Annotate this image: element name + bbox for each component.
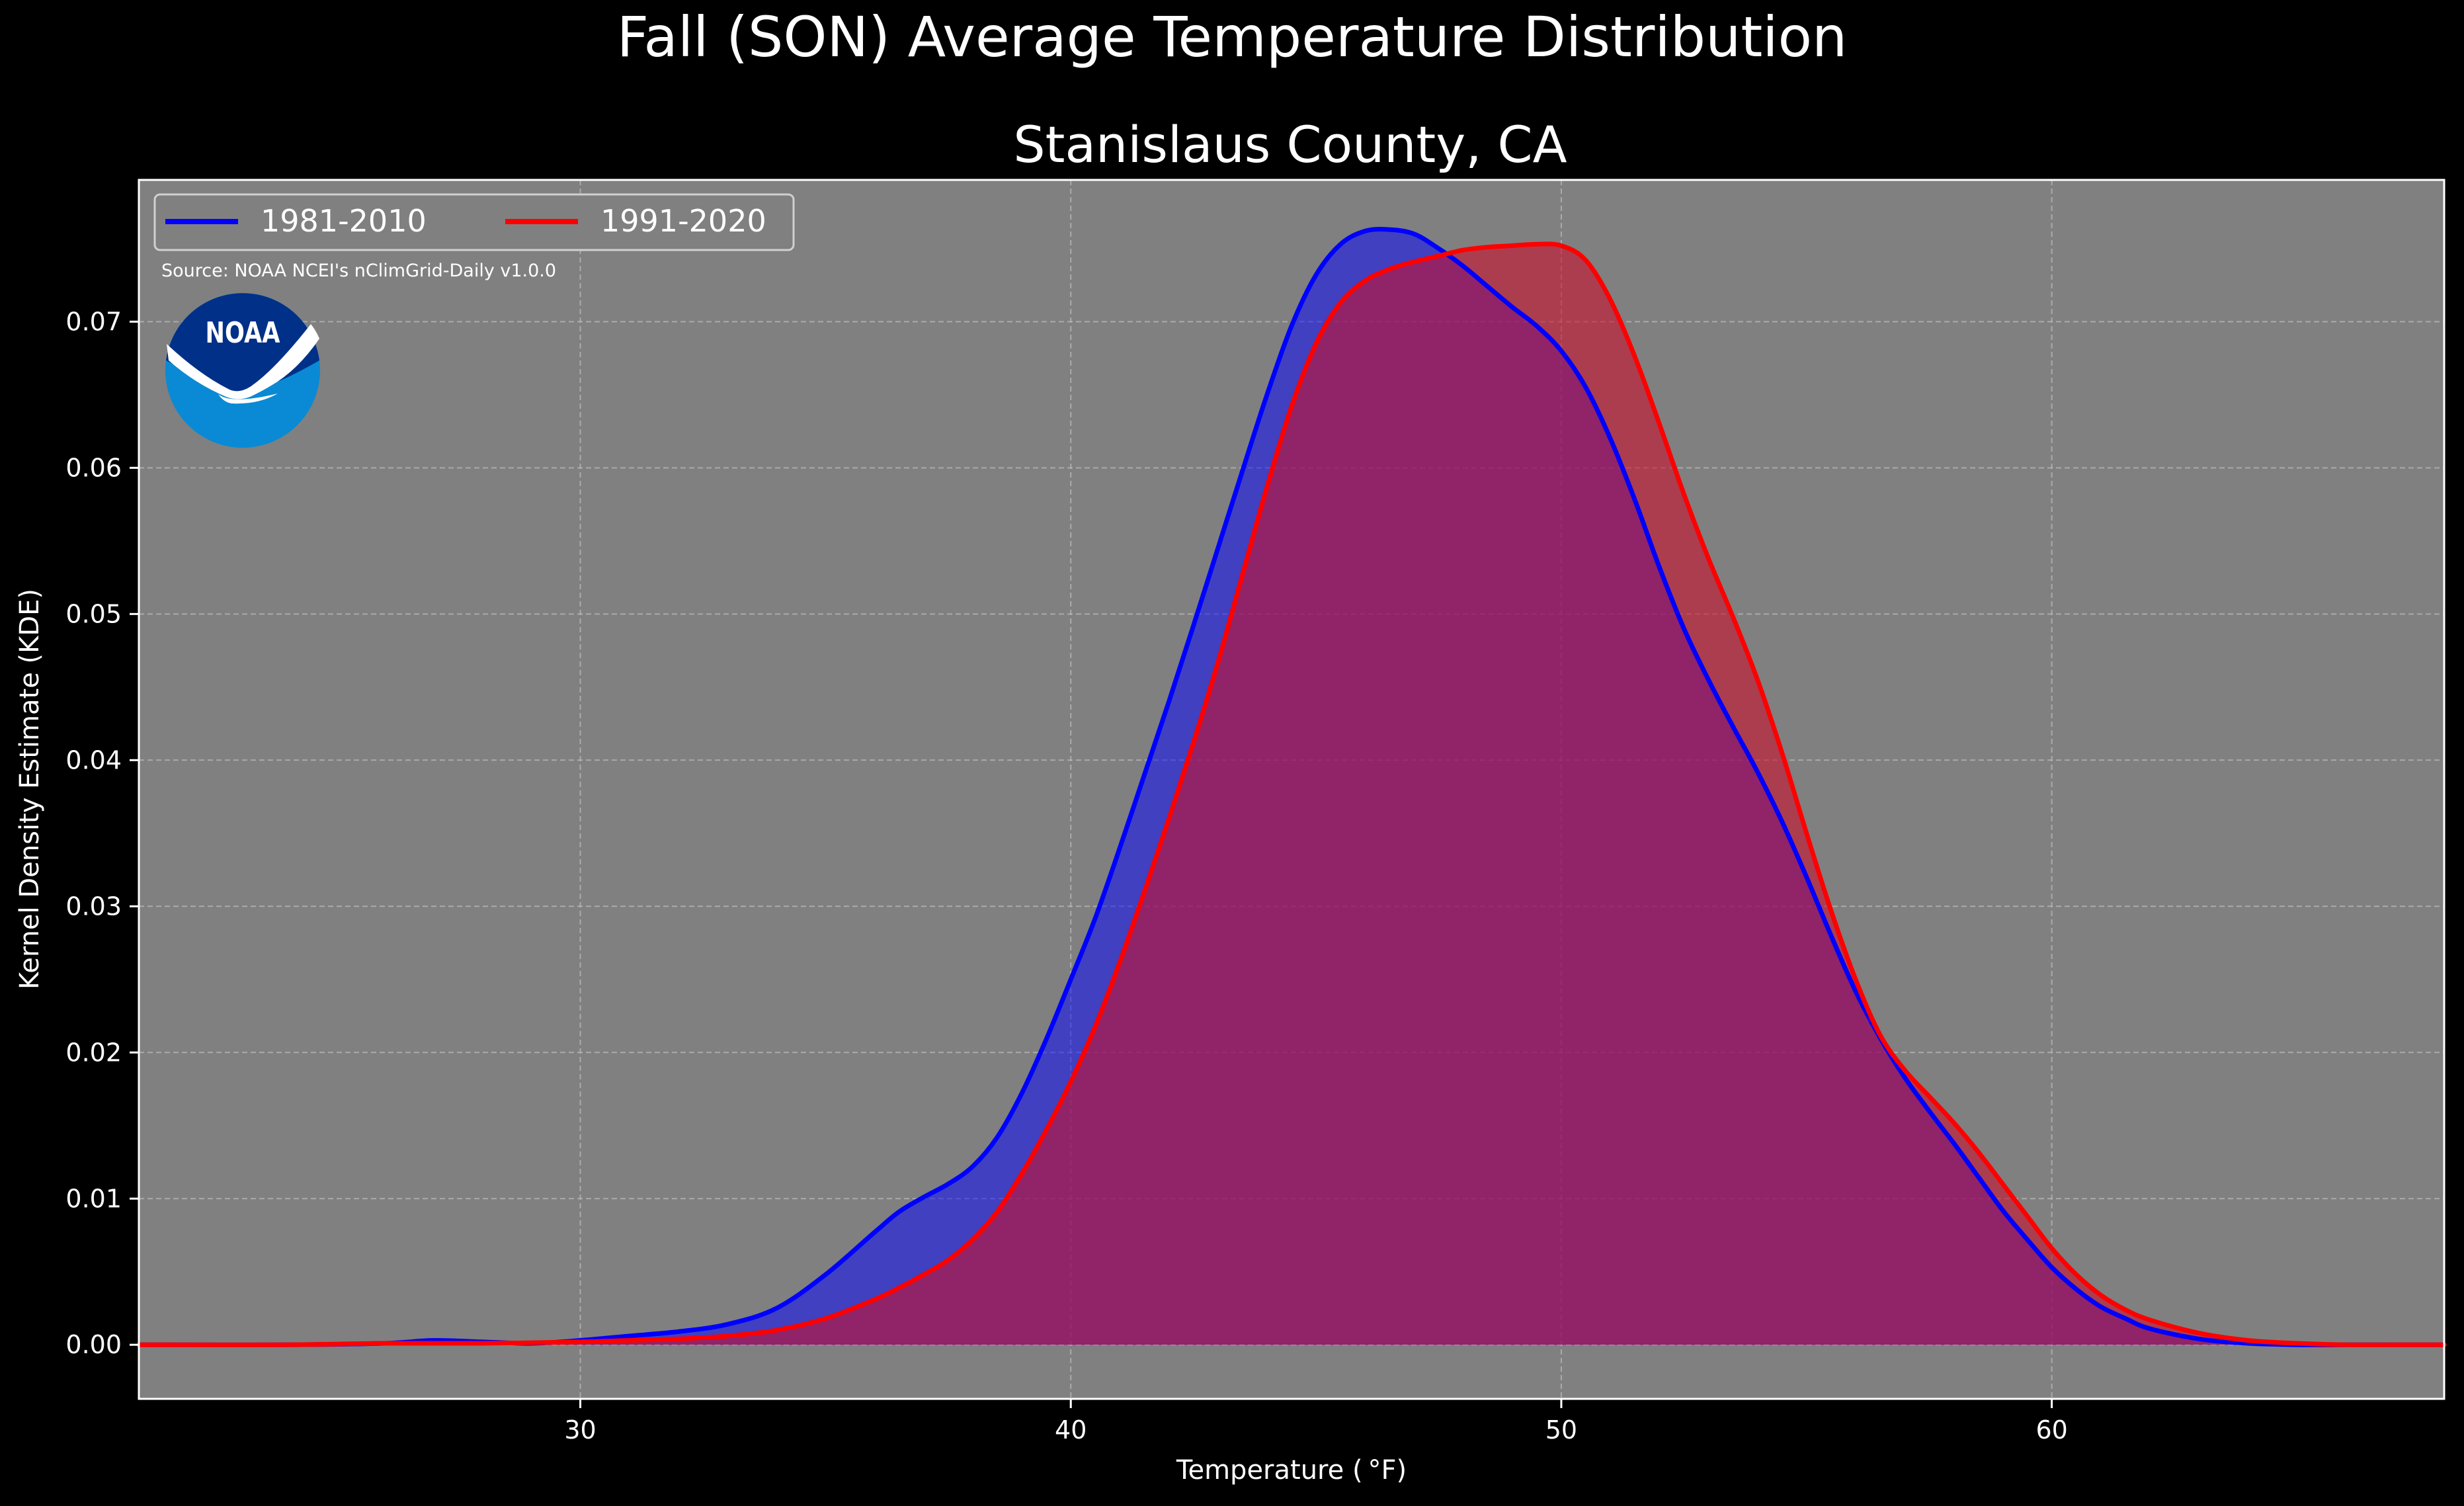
x-tick-label: 50 xyxy=(1545,1415,1577,1444)
series-line-1981-2010 xyxy=(136,227,2447,1347)
noaa-logo-text: NOAA xyxy=(206,316,280,350)
x-axis-ticks: 30 40 50 60 xyxy=(564,1399,2068,1444)
legend: 1981-2010 1991-2020 xyxy=(153,193,795,251)
series-fill-1991-2020 xyxy=(139,243,2444,1345)
y-tick-label: 0.01 xyxy=(65,1184,122,1213)
y-tick-label: 0.02 xyxy=(65,1038,122,1067)
y-tick-label: 0.03 xyxy=(65,892,122,921)
source-annotation: Source: NOAA NCEI's nClimGrid-Daily v1.0… xyxy=(161,261,556,281)
series-layer xyxy=(136,227,2447,1347)
y-tick-label: 0.00 xyxy=(65,1330,122,1359)
y-tick-label: 0.04 xyxy=(65,745,122,774)
noaa-logo-bird xyxy=(167,324,319,399)
x-tick-label: 30 xyxy=(564,1415,596,1444)
chart-subtitle: Stanislaus County, CA xyxy=(1013,115,1567,174)
x-tick-label: 60 xyxy=(2035,1415,2067,1444)
plot-frame xyxy=(138,179,2445,1400)
series-line-1991-2020 xyxy=(136,241,2447,1347)
y-tick-label: 0.07 xyxy=(65,307,122,336)
legend-label-1981-2010: 1981-2010 xyxy=(261,203,427,239)
x-tick-label: 40 xyxy=(1055,1415,1087,1444)
y-axis-ticks: 0.00 0.01 0.02 0.03 0.04 0.05 0.06 0.07 xyxy=(65,307,139,1359)
x-axis-label: Temperature ( °F) xyxy=(1176,1455,1407,1485)
noaa-logo: NOAA xyxy=(165,293,320,448)
noaa-logo-bird-tail xyxy=(218,394,278,404)
legend-box xyxy=(153,193,795,251)
y-axis-label: Kernel Density Estimate (KDE) xyxy=(15,589,45,989)
chart-title: Fall (SON) Average Temperature Distribut… xyxy=(617,5,1847,69)
y-tick-label: 0.06 xyxy=(65,453,122,482)
legend-label-1991-2020: 1991-2020 xyxy=(600,203,766,239)
y-tick-label: 0.05 xyxy=(65,599,122,628)
